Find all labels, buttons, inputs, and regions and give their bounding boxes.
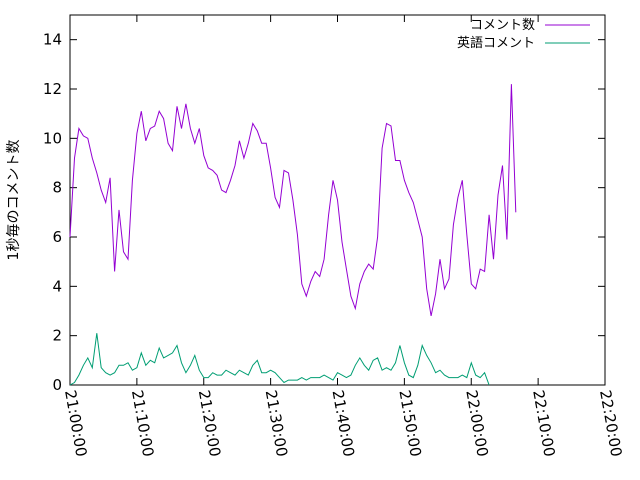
- legend-label-2: 英語コメント: [457, 35, 535, 51]
- legend-label-1: コメント数: [470, 18, 535, 33]
- y-tick-label: 10: [43, 129, 62, 147]
- x-tick-label: 21:10:00: [128, 389, 157, 458]
- x-tick-label: 21:30:00: [262, 389, 291, 458]
- x-tick-label: 22:00:00: [462, 389, 491, 458]
- x-tick-label: 21:00:00: [61, 389, 90, 458]
- y-tick-label: 0: [52, 376, 62, 394]
- x-tick-label: 21:20:00: [195, 389, 224, 458]
- y-tick-label: 4: [52, 277, 62, 295]
- x-tick-label: 22:10:00: [529, 389, 558, 458]
- x-tick-label: 21:40:00: [329, 389, 358, 458]
- x-tick-label: 22:20:00: [596, 389, 625, 458]
- x-tick-label: 21:50:00: [395, 389, 424, 458]
- y-tick-label: 2: [52, 327, 62, 345]
- y-axis-label: 1秒毎のコメント数: [6, 140, 22, 261]
- y-tick-label: 12: [43, 80, 62, 98]
- y-tick-label: 14: [43, 31, 62, 49]
- series-line-2: [69, 333, 490, 386]
- series-line-1: [69, 84, 517, 316]
- y-tick-label: 6: [52, 228, 62, 246]
- plot-area: 0 2 4 6 8 10 12 14 21:00:00 21:10:00 21:20:00 21:30…: [43, 14, 625, 458]
- y-tick-label: 8: [52, 179, 62, 197]
